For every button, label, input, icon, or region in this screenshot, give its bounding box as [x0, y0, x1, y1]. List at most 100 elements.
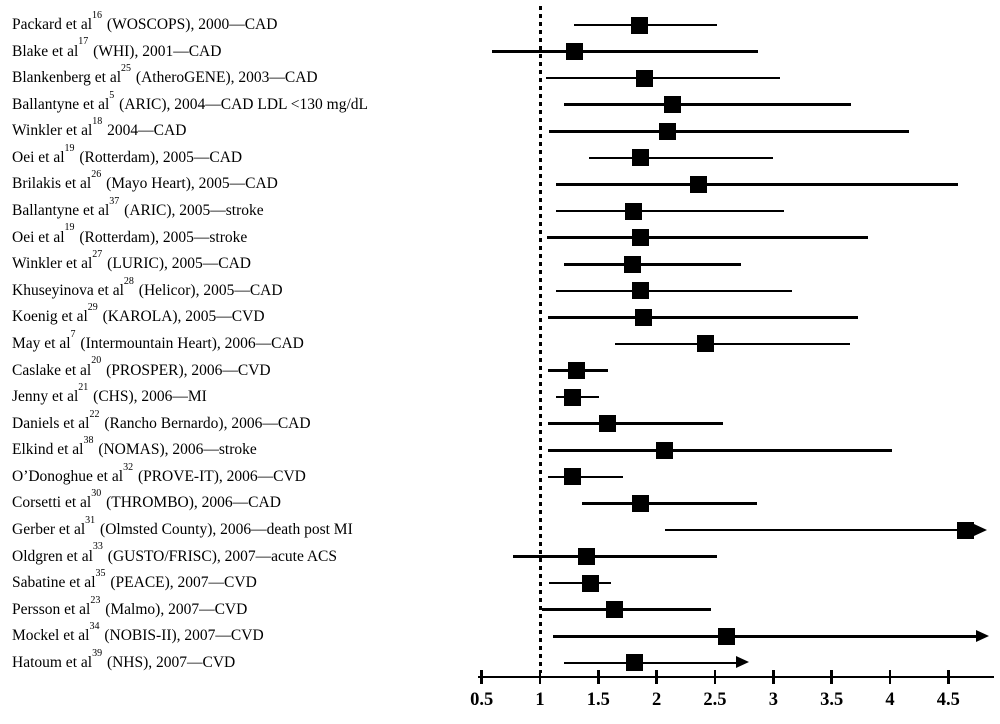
- study-detail: (PEACE), 2007—CVD: [106, 574, 257, 592]
- study-detail: (Mayo Heart), 2005—CAD: [102, 175, 278, 193]
- ci-line: [552, 635, 982, 638]
- study-label: Sabatine et al35 (PEACE), 2007—CVD: [12, 569, 257, 596]
- study-detail: (Intermountain Heart), 2006—CAD: [76, 334, 304, 352]
- study-label: Elkind et al38 (NOMAS), 2006—stroke: [12, 435, 257, 463]
- study-detail: (GUSTO/FRISC), 2007—acute ACS: [103, 547, 338, 565]
- ci-line: [588, 156, 774, 160]
- study-detail: (Rotterdam), 2005—CAD: [75, 148, 243, 166]
- ci-line: [556, 209, 784, 213]
- estimate-marker: [631, 282, 649, 300]
- study-reference-number: 19: [64, 142, 75, 154]
- study-detail: (Olmsted County), 2006—death post MI: [96, 521, 353, 539]
- study-label: Koenig et al29 (KAROLA), 2005—CVD: [12, 303, 265, 330]
- arrow-right-icon: [973, 523, 987, 536]
- study-reference-number: 34: [89, 621, 100, 633]
- ci-line: [548, 316, 859, 319]
- estimate-marker: [567, 362, 585, 380]
- axis-tick-label: 3.5: [820, 690, 844, 710]
- study-reference-number: 31: [85, 514, 96, 526]
- study-author: Gerber et al: [12, 521, 86, 539]
- ci-line: [513, 555, 718, 558]
- study-label: Daniels et al22 (Rancho Bernardo), 2006—…: [12, 408, 311, 437]
- study-label: Oldgren et al33 (GUSTO/FRISC), 2007—acut…: [12, 542, 338, 570]
- ci-line: [564, 262, 741, 266]
- study-reference-number: 39: [92, 647, 103, 659]
- axis-tick-label: 2: [652, 690, 662, 710]
- study-label: May et al7 (Intermountain Heart), 2006—C…: [12, 328, 304, 357]
- study-label: Ballantyne et al37 (ARIC), 2005—stroke: [12, 196, 264, 224]
- estimate-marker: [636, 69, 654, 87]
- reference-line: [538, 6, 542, 673]
- ci-line: [546, 236, 868, 239]
- study-author: Oldgren et al: [12, 547, 93, 565]
- study-detail: 2004—CAD: [103, 122, 187, 140]
- study-reference-number: 27: [92, 249, 103, 261]
- study-reference-number: 30: [91, 488, 102, 500]
- study-author: Blankenberg et al: [12, 69, 122, 87]
- study-label: Ballantyne et al5 (ARIC), 2004—CAD LDL <…: [12, 89, 368, 118]
- study-author: Koenig et al: [12, 308, 88, 326]
- study-author: Winkler et al: [12, 255, 93, 273]
- study-label: Mockel et al34 (NOBIS-II), 2007—CVD: [12, 621, 264, 649]
- study-author: Khuseyinova et al: [12, 281, 124, 299]
- study-reference-number: 25: [121, 63, 132, 74]
- study-detail: (WHI), 2001—CAD: [89, 42, 222, 60]
- estimate-marker: [690, 175, 708, 193]
- study-author: May et al: [12, 334, 71, 352]
- study-author: Ballantyne et al: [12, 95, 110, 113]
- ci-line: [614, 342, 851, 346]
- axis-tick: [713, 670, 717, 684]
- study-detail: (NHS), 2007—CVD: [103, 653, 236, 671]
- estimate-marker: [631, 149, 649, 167]
- study-author: Elkind et al: [12, 441, 84, 459]
- study-reference-number: 28: [123, 275, 134, 287]
- study-detail: (THROMBO), 2006—CAD: [102, 494, 281, 512]
- ci-line: [581, 502, 757, 505]
- study-reference-number: 18: [92, 116, 103, 128]
- estimate-marker: [581, 574, 599, 592]
- study-reference-number: 5: [109, 89, 115, 101]
- study-reference-number: 22: [89, 408, 100, 420]
- study-reference-number: 32: [123, 461, 134, 473]
- ci-line: [545, 76, 781, 80]
- axis-tick: [538, 670, 542, 684]
- estimate-marker: [664, 96, 682, 114]
- arrow-right-icon: [735, 656, 749, 669]
- ci-line: [548, 422, 724, 425]
- study-reference-number: 7: [70, 328, 76, 340]
- estimate-marker: [631, 229, 649, 247]
- estimate-marker: [957, 521, 975, 539]
- study-label: Caslake et al20 (PROSPER), 2006—CVD: [12, 355, 271, 384]
- study-author: Winkler et al: [12, 122, 93, 140]
- study-reference-number: 20: [91, 355, 102, 367]
- estimate-marker: [631, 494, 649, 512]
- study-label: Corsetti et al30 (THROMBO), 2006—CAD: [12, 488, 281, 516]
- study-detail: (ARIC), 2005—stroke: [120, 202, 264, 220]
- axis-tick: [597, 670, 600, 684]
- estimate-marker: [564, 388, 582, 406]
- study-label: Hatoum et al39 (NHS), 2007—CVD: [12, 647, 236, 676]
- study-author: Oei et al: [12, 148, 65, 166]
- study-detail: (AtheroGENE), 2003—CAD: [132, 69, 318, 87]
- ci-line: [564, 103, 852, 107]
- study-label: Persson et al23 (Malmo), 2007—CVD: [12, 595, 247, 623]
- study-label: Blankenberg et al25 (AtheroGENE), 2003—C…: [12, 63, 318, 91]
- study-author: Oei et al: [12, 228, 65, 246]
- ci-line: [556, 289, 792, 293]
- study-author: Caslake et al: [12, 361, 92, 379]
- estimate-marker: [658, 122, 676, 140]
- estimate-marker: [656, 441, 674, 459]
- axis-tick-label: 4: [885, 690, 895, 710]
- study-author: Sabatine et al: [12, 574, 96, 592]
- study-label: Khuseyinova et al28 (Helicor), 2005—CAD: [12, 275, 283, 304]
- ci-line: [564, 661, 741, 665]
- estimate-marker: [624, 202, 642, 220]
- study-author: Hatoum et al: [12, 653, 93, 671]
- study-label: O’Donoghue et al32 (PROVE-IT), 2006—CVD: [12, 461, 306, 490]
- estimate-marker: [697, 335, 715, 353]
- study-reference-number: 16: [92, 9, 103, 21]
- axis-tick: [830, 670, 833, 684]
- study-reference-number: 38: [83, 435, 94, 447]
- study-author: Blake et al: [12, 42, 79, 60]
